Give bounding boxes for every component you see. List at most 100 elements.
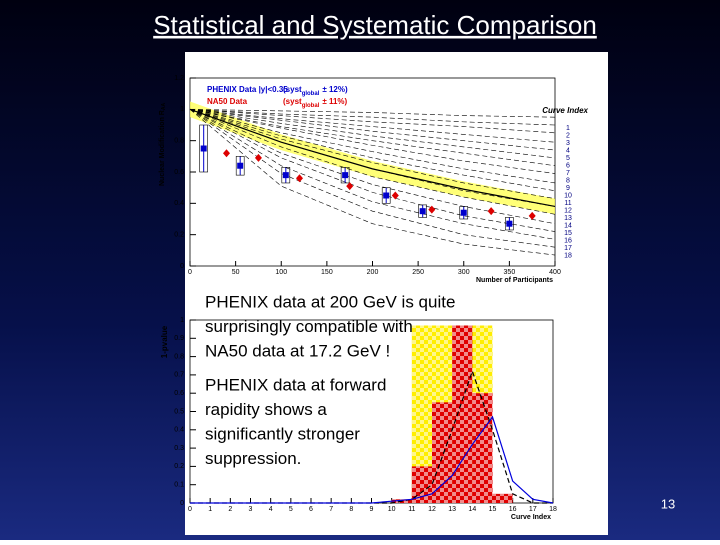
y-tick-label: 0.8 (174, 138, 184, 145)
curve-label: 4 (566, 147, 570, 154)
y-tick-label: 0.1 (174, 482, 184, 489)
legend-note-sub: global (302, 103, 320, 109)
point (342, 172, 349, 179)
legend-note-rest: ± 11%) (322, 97, 347, 106)
x-tick-label: 13 (448, 506, 456, 513)
annotation: suppression. (205, 449, 301, 468)
syst-box (505, 217, 514, 231)
curve-label: 2 (566, 132, 570, 139)
legend-note: (systglobal ± 11%) (283, 97, 348, 108)
curve-label: 11 (564, 200, 571, 207)
y-tick-label: 0.6 (174, 169, 184, 176)
bar-hatch (492, 493, 513, 503)
curve-label: 15 (564, 230, 572, 237)
point (346, 182, 354, 191)
x-tick-label: 100 (275, 269, 287, 276)
curve (189, 109, 556, 256)
x-tick-label: 8 (349, 506, 353, 513)
x-tick-label: 3 (249, 506, 253, 513)
point (282, 172, 289, 179)
x-tick-label: 6 (309, 506, 313, 513)
curve-label: 18 (564, 252, 572, 259)
curve (189, 109, 556, 159)
legend-note-rest: ± 12%) (322, 85, 348, 94)
syst-box (199, 124, 208, 173)
legend-note-text: (syst (283, 97, 302, 106)
y-tick-label: 0.9 (174, 335, 184, 342)
x-tick-label: 5 (289, 506, 293, 513)
annotation: significantly stronger (205, 424, 360, 443)
y-tick-label: 0.5 (174, 408, 184, 415)
curve (189, 109, 556, 174)
curve-label: 1 (566, 125, 570, 132)
curve-label: 7 (566, 170, 570, 177)
x-tick-label: 14 (468, 506, 476, 513)
y-tick-label: 0.3 (174, 445, 184, 452)
y-tick-label: 0.6 (174, 390, 184, 397)
x-tick-label: 2 (228, 506, 232, 513)
point (419, 208, 426, 215)
curve-label: 12 (564, 207, 572, 214)
curve (189, 109, 556, 199)
x-tick-label: 15 (489, 506, 497, 513)
x-tick-label: 350 (504, 269, 516, 276)
x-tick-label: 0 (188, 506, 192, 513)
point (428, 205, 436, 214)
curve (189, 109, 556, 151)
page-number: 13 (661, 496, 675, 511)
syst-box (418, 204, 427, 218)
curve-label: 16 (564, 237, 572, 244)
annotation: NA50 data at 17.2 GeV ! (205, 341, 390, 360)
point (296, 174, 303, 183)
curve-label: 6 (566, 162, 570, 169)
x-axis-label: Curve Index (511, 514, 551, 521)
curve (189, 109, 556, 167)
syst-box (340, 167, 350, 184)
curve (189, 109, 556, 240)
point (237, 162, 244, 169)
annotation: rapidity shows a (205, 400, 327, 419)
curve (189, 109, 556, 143)
bar-hatch (411, 466, 432, 503)
curve-label: 8 (566, 177, 570, 184)
x-tick-label: 400 (549, 269, 561, 276)
x-tick-label: 16 (509, 506, 517, 513)
point (487, 207, 495, 216)
curve-label: 17 (564, 245, 572, 252)
y-tick-label: 0.4 (174, 200, 184, 207)
slide-title: Statistical and Systematic Comparison (153, 10, 597, 40)
point (223, 149, 230, 158)
x-tick-label: 1 (208, 506, 212, 513)
point (528, 211, 536, 220)
x-tick-label: 0 (188, 269, 192, 276)
point (391, 191, 399, 200)
syst-box (281, 167, 291, 184)
curve (189, 109, 556, 224)
y-tick-label: 1.2 (174, 75, 184, 82)
curve (189, 109, 556, 192)
legend-note-text: (syst (283, 85, 302, 94)
curve (189, 109, 556, 215)
syst-box (459, 206, 469, 220)
curve (189, 109, 556, 184)
fit-band (190, 101, 555, 215)
line (190, 415, 554, 504)
y-tick-label: 0.8 (174, 353, 184, 360)
curve-label: 9 (566, 185, 570, 192)
curve (189, 109, 556, 248)
curve-label: 13 (564, 215, 572, 222)
x-tick-label: 17 (529, 506, 537, 513)
x-tick-label: 4 (269, 506, 273, 513)
y-tick-label: 0.7 (174, 372, 184, 379)
bar-hatch (452, 325, 473, 503)
bar-hatch (411, 325, 432, 503)
point (383, 192, 390, 199)
annotation: surprisingly compatible with (205, 317, 413, 336)
x-tick-label: 300 (458, 269, 470, 276)
x-tick-label: 250 (412, 269, 424, 276)
curve-label: 3 (566, 140, 570, 147)
curve (189, 109, 556, 232)
legend-note-sub: global (302, 91, 320, 97)
x-tick-label: 200 (367, 269, 379, 276)
